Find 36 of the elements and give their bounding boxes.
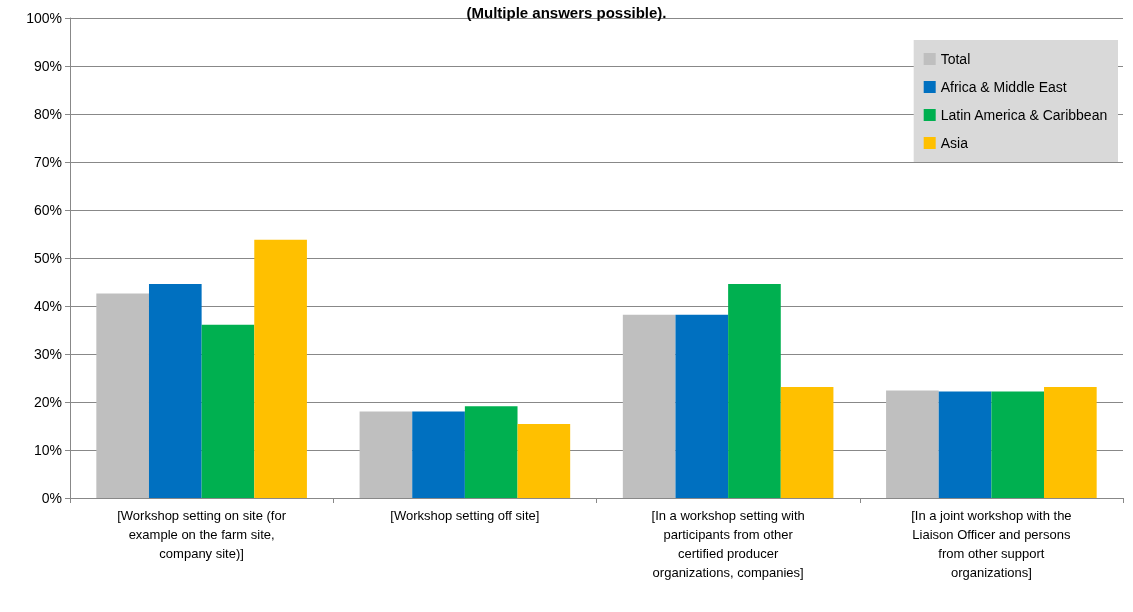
x-tick-label: [In a joint workshop with the Liaison Officer and persons from other support organizations]	[911, 508, 1072, 580]
bar	[464, 406, 518, 498]
bar	[359, 411, 413, 498]
legend-label: Asia	[940, 135, 969, 151]
bar	[148, 283, 202, 498]
y-tick-label: 70%	[33, 154, 62, 170]
bar	[517, 424, 571, 498]
chart-title: (Multiple answers possible).	[466, 4, 667, 21]
y-tick-label: 60%	[33, 202, 62, 218]
y-tick-label: 20%	[33, 394, 62, 410]
bar	[254, 239, 307, 498]
y-tick-label: 100%	[26, 10, 62, 26]
bar	[675, 314, 729, 498]
legend-label: Total	[940, 51, 971, 67]
y-tick-label: 40%	[33, 298, 62, 314]
bar	[780, 387, 834, 498]
y-tick-label: 30%	[33, 346, 62, 362]
bar	[938, 391, 992, 498]
bar	[991, 391, 1045, 498]
bar	[728, 283, 781, 498]
y-tick-label: 90%	[33, 58, 62, 74]
bar	[412, 411, 465, 498]
bar	[1044, 387, 1097, 498]
x-tick-label: [Workshop setting on site (for example on the farm site, company site)]	[117, 508, 287, 561]
bar	[201, 324, 255, 498]
y-tick-label: 0%	[41, 490, 62, 506]
bar	[96, 293, 149, 498]
legend-label: Latin America & Caribbean	[940, 107, 1108, 123]
x-tick-label: [Workshop setting off site]	[390, 508, 540, 523]
x-tick-label: [In a workshop setting with participants from other certified producer organizations, companies]	[651, 508, 805, 580]
y-tick-label: 10%	[33, 442, 62, 458]
y-tick-label: 50%	[33, 250, 62, 266]
legend-label: Africa & Middle East	[940, 79, 1067, 95]
bar	[622, 314, 676, 498]
bar	[886, 390, 939, 498]
y-tick-label: 80%	[33, 106, 62, 122]
